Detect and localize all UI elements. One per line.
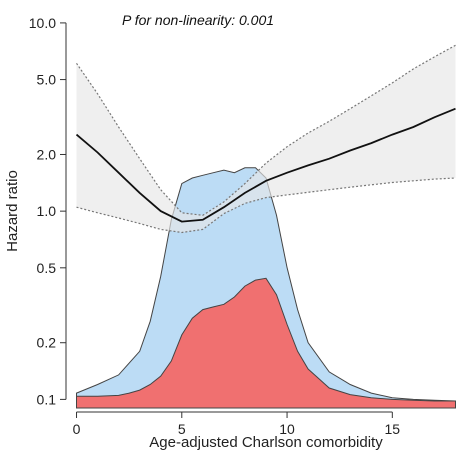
x-tick-label: 15: [385, 421, 401, 437]
x-tick-label: 0: [73, 421, 81, 437]
x-axis-label: Age-adjusted Charlson comorbidity: [149, 434, 383, 451]
event-distribution-area: [76, 277, 456, 409]
y-tick-label: 5.0: [37, 72, 57, 88]
y-tick-label: 10.0: [29, 15, 56, 31]
ci-lower-line: [76, 177, 456, 234]
y-tick-label: 0.2: [37, 335, 57, 351]
x-tick-label: 10: [279, 421, 295, 437]
y-tick-label: 2.0: [37, 146, 57, 162]
ci-upper-line: [76, 44, 456, 216]
y-axis-label: Hazard ratio: [4, 170, 21, 252]
hazard-ratio-line: [75, 107, 456, 223]
y-tick-label: 1.0: [37, 203, 57, 219]
nonlinearity-annotation: P for non-linearity: 0.001: [122, 12, 274, 28]
plot-area: [75, 44, 456, 409]
axes: 0.1 0.2 0.5 1.0 2.0 5.0 10.0 0 5 10 15: [29, 15, 401, 437]
y-tick-label: 0.1: [37, 391, 57, 407]
x-tick-label: 5: [178, 421, 186, 437]
y-tick-label: 0.5: [37, 260, 57, 276]
